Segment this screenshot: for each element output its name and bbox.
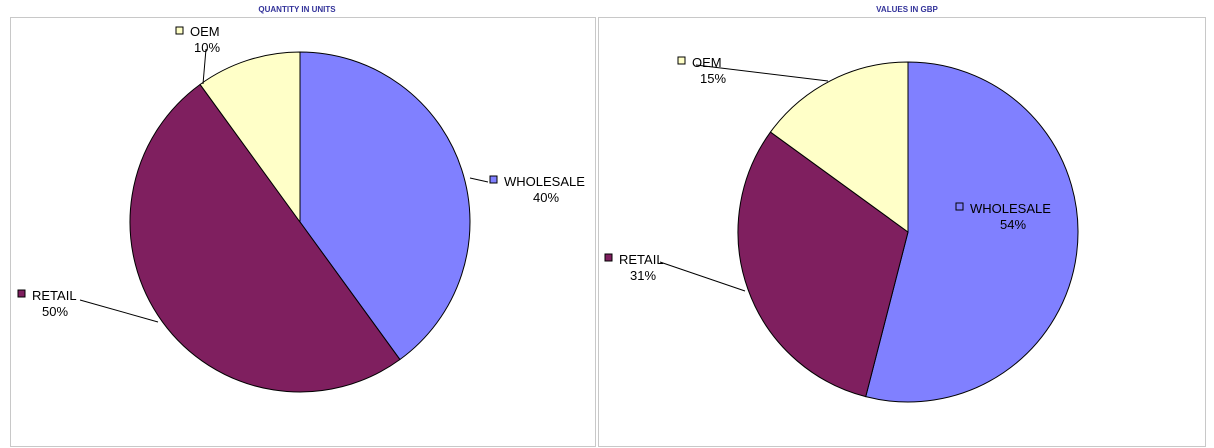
legend-swatch-values-retail [604,253,613,262]
chart-frame-quantity [10,17,596,447]
slice-percent-quantity-oem: 10% [194,40,220,55]
legend-swatch-quantity-wholesale [489,175,498,184]
slice-name-values-wholesale: WHOLESALE [970,201,1051,216]
chart-title-quantity: QUANTITY IN UNITS [258,5,336,14]
leader-line-quantity-wholesale [469,177,489,183]
pie-slice-values-wholesale [865,61,1079,403]
legend-swatch-quantity-oem [175,26,184,35]
slice-percent-values-oem: 15% [700,71,726,86]
slice-name-quantity-oem: OEM [190,24,220,39]
slice-name-quantity-retail: RETAIL [32,288,77,303]
leader-line-values-oem [695,64,829,82]
legend-swatch-values-wholesale [955,202,964,211]
pie-slice-quantity-retail [129,83,401,393]
slice-percent-values-wholesale: 54% [1000,217,1026,232]
leader-line-quantity-oem [202,48,207,85]
slice-name-values-retail: RETAIL [619,252,664,267]
leader-line-quantity-retail [79,299,159,323]
leader-line-values-retail [659,261,746,292]
chart-title-values: VALUES IN GBP [876,5,938,14]
slice-name-quantity-wholesale: WHOLESALE [504,174,585,189]
slice-name-values-oem: OEM [692,55,722,70]
slice-percent-quantity-retail: 50% [42,304,68,319]
pie-slice-quantity-wholesale [299,51,471,361]
slice-percent-quantity-wholesale: 40% [533,190,559,205]
chart-frame-values [598,17,1206,447]
legend-swatch-quantity-retail [17,289,26,298]
pie-slice-values-oem [769,61,909,233]
legend-swatch-values-oem [677,56,686,65]
slice-percent-values-retail: 31% [630,268,656,283]
pie-slice-values-retail [737,131,909,398]
